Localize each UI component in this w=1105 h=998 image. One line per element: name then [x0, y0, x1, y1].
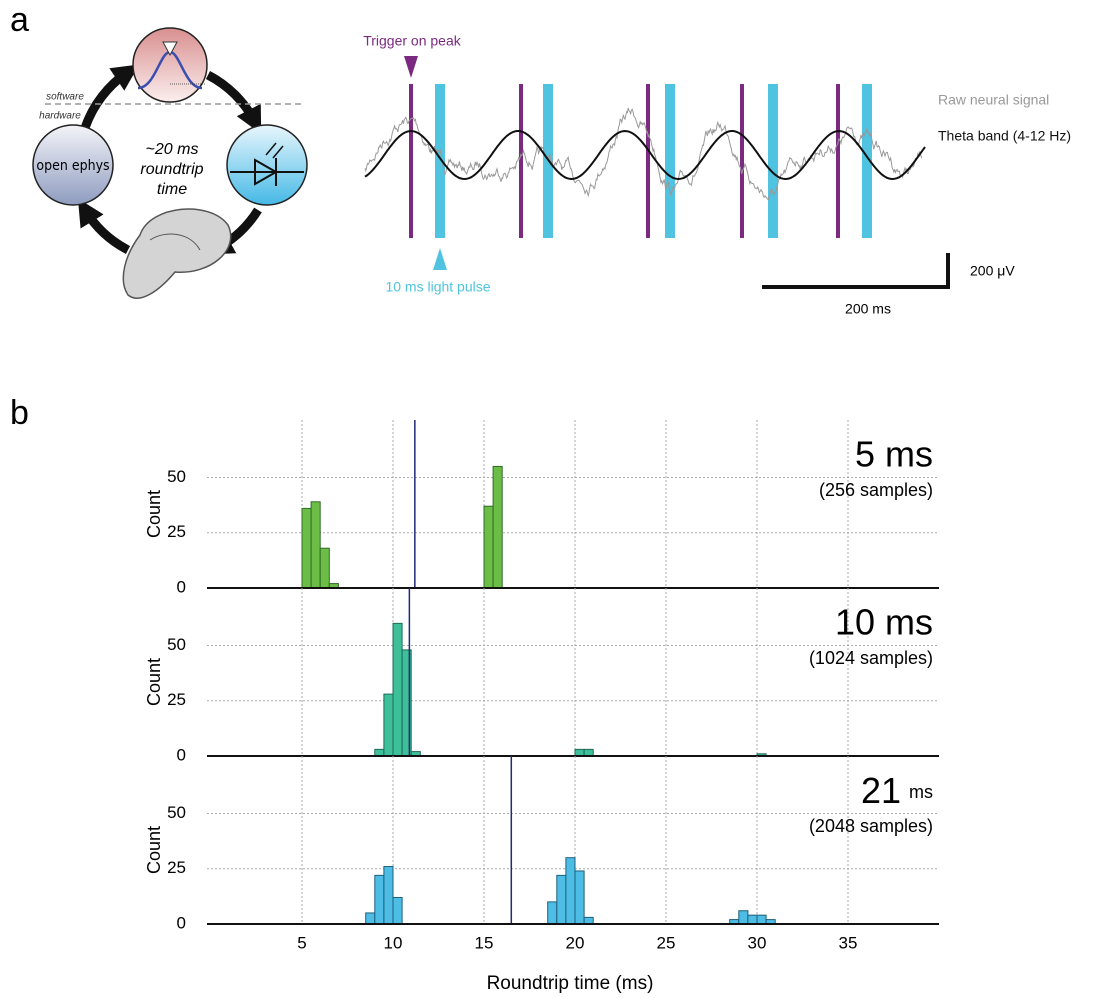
light-pulse [435, 84, 445, 238]
x-tick-label: 25 [657, 933, 676, 952]
bar [319, 547, 330, 589]
panel-title-unit: ms [909, 782, 933, 802]
theta-label: Theta band (4-12 Hz) [938, 128, 1071, 144]
panel-title: 21 ms [861, 770, 933, 811]
x-axis-label: Roundtrip time (ms) [487, 973, 654, 994]
bar [383, 866, 394, 925]
theta-signal [364, 129, 926, 181]
panel-title: 10 ms [835, 602, 933, 643]
bar [392, 896, 403, 925]
light-pulse [768, 84, 778, 238]
bar [738, 910, 749, 925]
light-pulse [862, 84, 872, 238]
bar [747, 914, 758, 925]
bar [392, 622, 403, 757]
x-tick-label: 30 [748, 933, 767, 952]
scale-label: 200 μV [970, 263, 1015, 279]
y-tick-label: 50 [167, 635, 186, 654]
panel-label: b [10, 394, 29, 432]
bar [374, 874, 385, 925]
device-label: open ephys [36, 158, 109, 174]
y-tick-label: 0 [177, 913, 186, 932]
panel-subtitle: (1024 samples) [809, 648, 933, 668]
bar [310, 501, 321, 589]
trigger-label: Trigger on peak [363, 33, 462, 49]
panel-subtitle: (2048 samples) [809, 816, 933, 836]
y-tick-label: 25 [167, 522, 186, 541]
pulse-label: 10 ms light pulse [385, 279, 490, 295]
bar [565, 857, 576, 925]
y-axis-label: Count [144, 826, 164, 874]
x-tick-label: 35 [839, 933, 858, 952]
y-tick-label: 0 [177, 745, 186, 764]
roundtrip-label: ~20 ms [146, 141, 199, 158]
trigger-line [646, 84, 650, 238]
roundtrip-label: time [157, 181, 187, 198]
x-tick-label: 15 [475, 933, 494, 952]
panel-title: 5 ms [855, 434, 933, 475]
y-tick-label: 25 [167, 858, 186, 877]
trigger-line [519, 84, 523, 238]
light-pulse [665, 84, 675, 238]
x-tick-label: 5 [297, 933, 306, 952]
trigger-line [409, 84, 413, 238]
loop-diagram [32, 27, 308, 299]
scale-label: 200 ms [845, 301, 891, 317]
y-axis-label: Count [144, 490, 164, 538]
bar [574, 870, 585, 925]
bar [556, 874, 567, 925]
layer-label: hardware [39, 111, 81, 122]
trigger-line [740, 84, 744, 238]
bar [483, 505, 494, 589]
y-tick-label: 25 [167, 690, 186, 709]
bar [547, 901, 558, 925]
layer-label: software [46, 92, 84, 103]
bar [301, 507, 312, 589]
y-tick-label: 0 [177, 577, 186, 596]
y-axis-label: Count [144, 658, 164, 706]
trace-panel [364, 56, 950, 289]
bar [365, 912, 376, 925]
y-tick-label: 50 [167, 803, 186, 822]
raw-signal [364, 107, 923, 201]
panel-title-value: 21 [861, 770, 901, 811]
x-tick-label: 20 [566, 933, 585, 952]
raw-label: Raw neural signal [938, 92, 1049, 108]
y-tick-label: 50 [167, 467, 186, 486]
bar [756, 914, 767, 925]
trigger-line [836, 84, 840, 238]
roundtrip-label: roundtrip [140, 161, 203, 178]
panel-label: a [10, 1, 29, 39]
x-tick-label: 10 [384, 933, 403, 952]
panel-subtitle: (256 samples) [819, 480, 933, 500]
bar [383, 693, 394, 757]
bar [492, 465, 503, 589]
